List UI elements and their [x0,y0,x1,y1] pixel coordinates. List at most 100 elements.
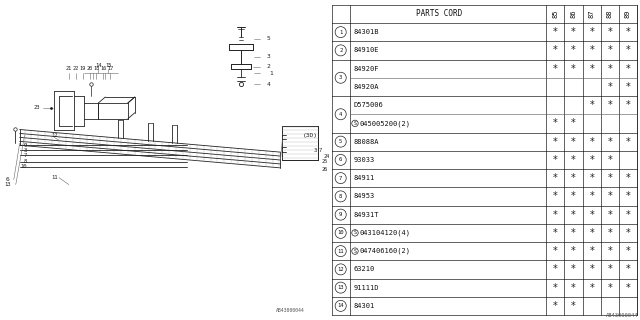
Text: 8: 8 [23,159,27,164]
Text: *: * [625,191,630,201]
Text: *: * [607,246,612,256]
Text: 84301B: 84301B [354,29,380,35]
Text: *: * [571,137,576,147]
Text: *: * [589,191,594,201]
Text: *: * [607,45,612,55]
Text: 12: 12 [337,267,344,272]
Text: 5: 5 [267,36,271,42]
Text: 9: 9 [339,212,342,217]
Text: *: * [553,210,557,220]
Text: *: * [553,118,557,128]
Text: 23: 23 [33,105,40,110]
Text: *: * [625,173,630,183]
Text: 5: 5 [339,139,342,144]
Text: 86: 86 [570,10,577,18]
Text: 93033: 93033 [354,157,375,163]
Text: 6: 6 [6,177,10,182]
Text: 8: 8 [339,194,342,199]
Text: 91111D: 91111D [354,284,380,291]
Text: *: * [589,100,594,110]
Text: 14: 14 [95,63,102,68]
Text: S: S [353,249,356,254]
Text: 4: 4 [339,112,342,117]
Text: 13: 13 [4,182,11,187]
Text: 2: 2 [339,48,342,53]
Text: 22: 22 [72,66,79,71]
Text: 84911: 84911 [354,175,375,181]
Text: *: * [553,155,557,165]
Text: *: * [571,210,576,220]
Text: 18: 18 [93,66,100,71]
Text: *: * [589,283,594,292]
Text: 3: 3 [339,75,342,80]
Text: 045005200(2): 045005200(2) [359,120,410,127]
Text: 87: 87 [589,10,595,18]
Text: *: * [625,246,630,256]
Text: *: * [553,27,557,37]
Text: 9: 9 [23,143,27,148]
Text: 84920F: 84920F [354,66,380,72]
Text: 19: 19 [79,66,86,71]
Text: *: * [571,246,576,256]
Text: 88088A: 88088A [354,139,380,145]
Text: *: * [571,155,576,165]
Text: *: * [553,137,557,147]
Text: 7: 7 [319,148,323,153]
Text: *: * [607,228,612,238]
Text: 84920A: 84920A [354,84,380,90]
Text: *: * [589,173,594,183]
Text: *: * [625,27,630,37]
Text: *: * [553,45,557,55]
Text: 3: 3 [267,54,271,59]
Text: *: * [553,246,557,256]
Text: 15: 15 [105,63,111,68]
Text: 10: 10 [337,230,344,236]
Text: *: * [625,137,630,147]
Text: 11: 11 [337,249,344,254]
Text: AB43000044: AB43000044 [276,308,305,313]
Text: 12: 12 [51,133,58,138]
Text: 4: 4 [267,82,271,87]
Text: *: * [625,64,630,74]
Text: *: * [625,283,630,292]
Text: (3D): (3D) [303,133,317,138]
Text: *: * [553,173,557,183]
Text: 7: 7 [339,176,342,180]
Text: *: * [589,210,594,220]
Text: 1: 1 [339,30,342,35]
Text: 047406160(2): 047406160(2) [359,248,410,254]
Text: 63210: 63210 [354,266,375,272]
Text: *: * [571,27,576,37]
Text: *: * [607,191,612,201]
Text: *: * [571,283,576,292]
Text: *: * [607,64,612,74]
Text: *: * [553,264,557,274]
Text: *: * [625,100,630,110]
Text: 85: 85 [552,10,558,18]
Text: *: * [571,264,576,274]
Text: 14: 14 [337,303,344,308]
Text: *: * [625,264,630,274]
Text: *: * [571,301,576,311]
Text: 84301: 84301 [354,303,375,309]
Text: *: * [607,155,612,165]
Text: *: * [607,27,612,37]
Text: 7: 7 [23,153,27,157]
Text: *: * [571,191,576,201]
Text: *: * [553,228,557,238]
Text: *: * [625,45,630,55]
Text: *: * [589,137,594,147]
Text: 11: 11 [51,175,58,180]
Text: 84910E: 84910E [354,47,380,53]
Text: *: * [589,27,594,37]
Text: *: * [589,45,594,55]
Text: *: * [607,264,612,274]
Text: 25: 25 [321,159,328,164]
Text: AB43000044: AB43000044 [605,313,638,318]
Text: *: * [553,283,557,292]
Text: *: * [571,173,576,183]
Text: 20: 20 [86,66,93,71]
Text: *: * [589,246,594,256]
Text: *: * [571,228,576,238]
Text: 6: 6 [339,157,342,162]
